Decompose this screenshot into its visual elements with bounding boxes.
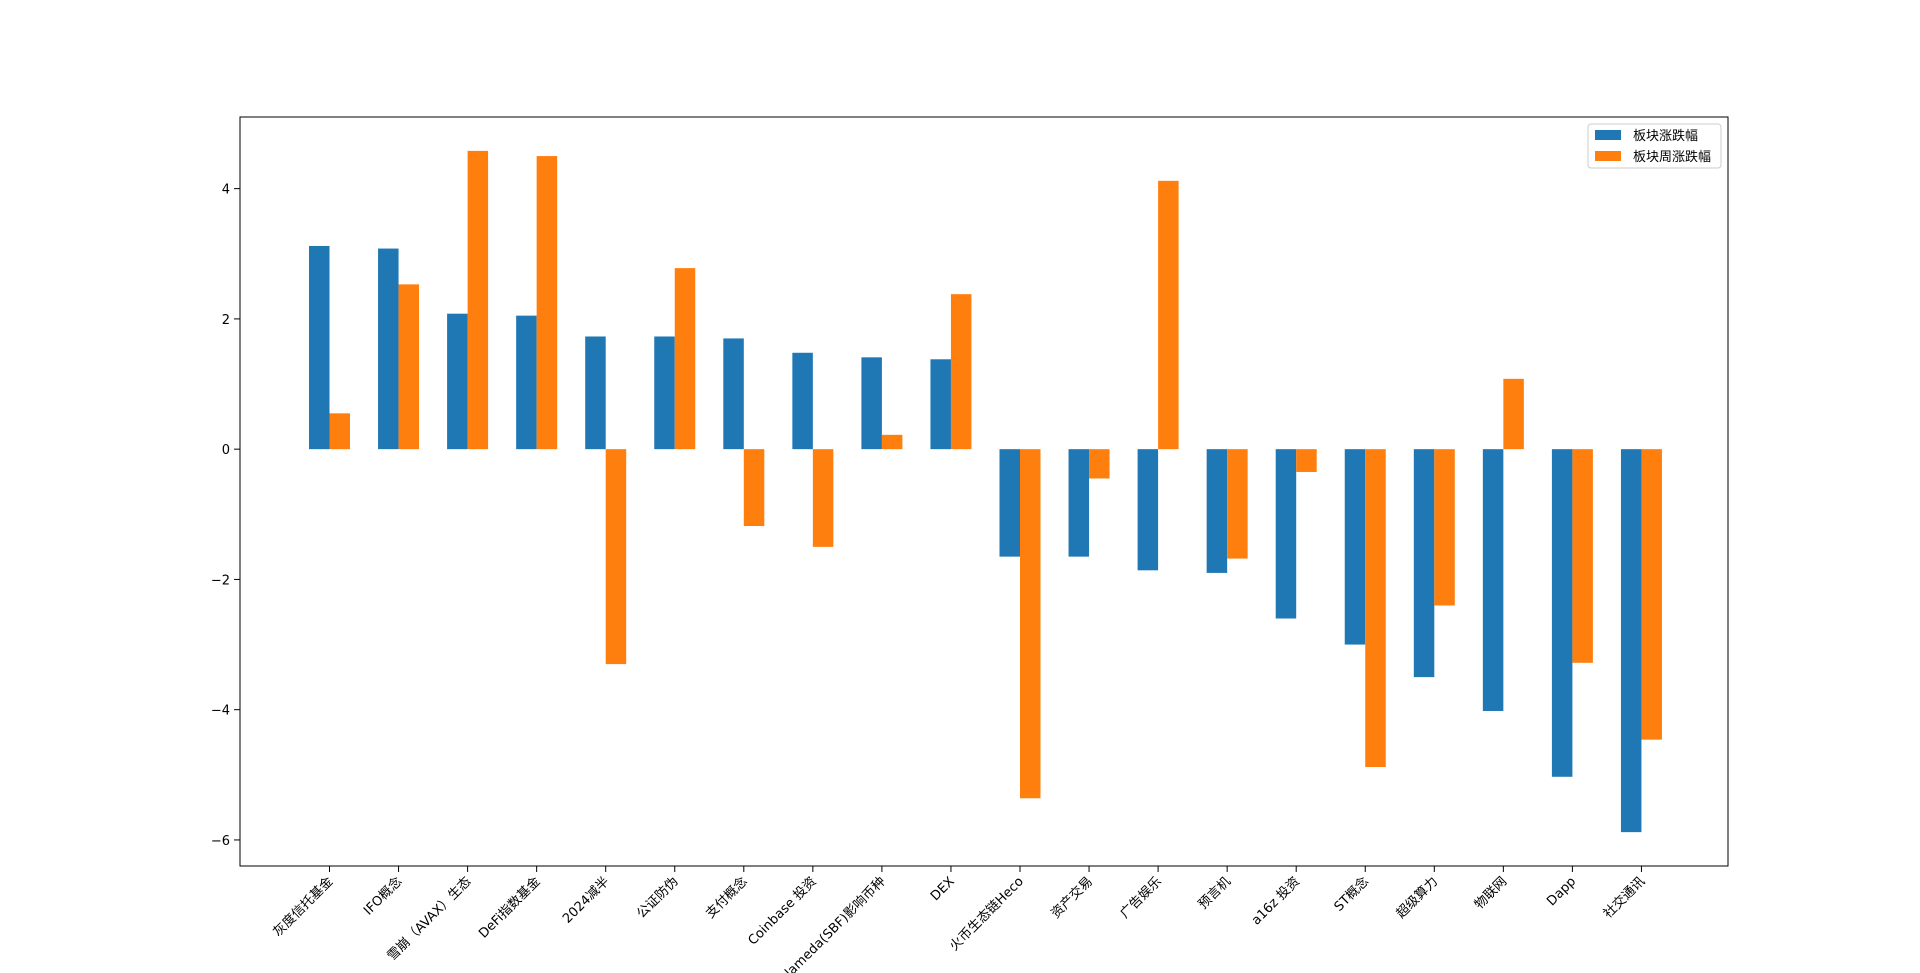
bar-series-2-5: [605, 449, 627, 665]
x-tick-label: Coinbase 投资: [745, 874, 820, 949]
bar-series-1-12: [1068, 449, 1090, 557]
legend-swatch-series-1: [1595, 130, 1621, 140]
x-tick-label: 资产交易: [1048, 874, 1096, 922]
x-tick-label: 公证防伪: [633, 874, 681, 922]
bar-series-2-15: [1296, 449, 1317, 472]
bar-series-2-17: [1434, 449, 1455, 606]
bar-series-1-15: [1275, 449, 1297, 619]
bar-series-2-11: [1020, 449, 1041, 799]
bar-series-1-1: [309, 245, 330, 450]
bar-series-1-11: [999, 449, 1020, 557]
bar-series-2-9: [881, 434, 903, 450]
bar-series-1-14: [1206, 449, 1228, 573]
x-tick-label: 预言机: [1196, 874, 1234, 912]
x-tick-label: 超级算力: [1394, 874, 1441, 921]
bar-series-1-2: [378, 248, 399, 450]
x-tick-label: DeFi指数基金: [475, 874, 543, 942]
x-tick-label: 灰度信托基金: [270, 874, 336, 940]
bar-series-1-18: [1482, 449, 1504, 711]
legend-label-series-1: 板块涨跌幅: [1633, 128, 1698, 144]
x-tick-label: 物联网: [1472, 874, 1510, 912]
bar-series-1-8: [792, 352, 813, 450]
legend-frame: [1587, 123, 1722, 169]
bar-series-2-19: [1572, 449, 1593, 663]
bar-series-2-14: [1227, 449, 1248, 559]
y-tick-label: −4: [211, 704, 230, 719]
x-tick-label: Alameda(SBF)影响币种: [775, 874, 888, 973]
x-tick-label: ST概念: [1331, 874, 1372, 915]
x-tick-label: 火币生态链Heco: [947, 874, 1027, 954]
x-tick-label: 广告娱乐: [1118, 874, 1165, 921]
x-tick-label: a16z 投资: [1248, 874, 1303, 929]
y-tick-label: 4: [222, 183, 230, 198]
bar-series-2-16: [1365, 449, 1386, 768]
y-tick-label: 0: [222, 443, 230, 458]
x-tick-label: IFO概念: [360, 874, 405, 919]
bar-series-2-6: [674, 268, 696, 450]
bar-series-1-6: [654, 336, 675, 450]
x-tick-label: 支付概念: [703, 874, 751, 922]
bar-series-2-13: [1158, 180, 1179, 450]
legend: 板块涨跌幅 板块周涨跌幅: [1587, 123, 1722, 169]
bar-series-2-3: [467, 150, 489, 450]
bar-series-2-2: [398, 284, 420, 450]
y-axis: −6 −4 −2 0 2 4: [211, 183, 240, 849]
bars-layer: [309, 150, 1662, 833]
bar-series-1-4: [516, 315, 537, 450]
bar-series-2-18: [1503, 378, 1524, 450]
bar-series-1-20: [1620, 449, 1642, 833]
bar-series-1-13: [1137, 449, 1159, 571]
bar-series-1-17: [1413, 449, 1435, 678]
y-tick-label: −6: [211, 834, 230, 849]
x-tick-label: Dapp: [1544, 874, 1579, 909]
bar-series-2-1: [329, 413, 350, 450]
legend-swatch-series-2: [1595, 151, 1621, 161]
y-tick-label: −2: [211, 573, 230, 588]
bar-series-1-9: [861, 357, 882, 450]
bar-series-1-10: [930, 359, 951, 450]
bar-series-2-8: [812, 449, 834, 547]
bar-series-2-4: [536, 156, 558, 450]
x-tick-label: 2024减半: [560, 874, 612, 926]
y-tick-label: 2: [222, 313, 230, 328]
plot-frame: [239, 116, 1729, 867]
bar-series-2-12: [1089, 449, 1110, 479]
x-axis: 灰度信托基金 IFO概念雪崩（AVAX）生态 DeFi指数基金 2024减半 公证防伪支…: [270, 866, 1648, 973]
x-tick-label: 社交通讯: [1600, 874, 1648, 922]
bar-series-2-20: [1641, 449, 1662, 740]
bar-series-1-5: [585, 336, 606, 450]
bar-series-1-7: [723, 338, 744, 450]
x-tick-label: DEX: [928, 874, 958, 904]
bar-series-2-10: [950, 294, 972, 450]
bar-series-1-3: [447, 313, 468, 450]
bar-series-1-19: [1551, 449, 1573, 777]
bar-series-2-7: [743, 449, 765, 527]
bar-series-1-16: [1344, 449, 1366, 645]
legend-label-series-2: 板块周涨跌幅: [1633, 149, 1711, 165]
